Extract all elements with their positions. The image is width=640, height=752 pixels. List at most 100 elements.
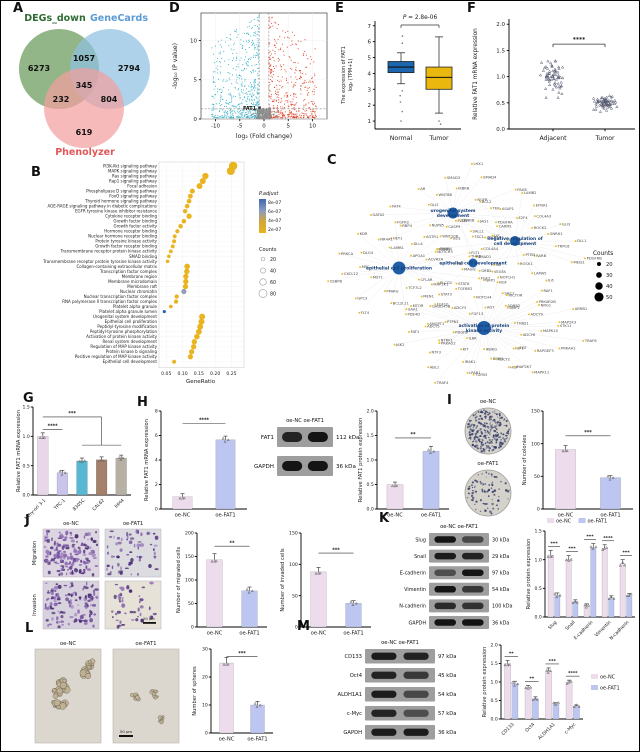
svg-text:NOTCH4: NOTCH4 bbox=[476, 295, 492, 299]
svg-text:0: 0 bbox=[155, 507, 158, 513]
svg-text:THBS1: THBS1 bbox=[516, 321, 529, 325]
svg-text:40: 40 bbox=[606, 284, 613, 290]
svg-text:IKBKG: IKBKG bbox=[486, 347, 497, 351]
svg-text:Slug: Slug bbox=[415, 537, 426, 543]
svg-text:6273: 6273 bbox=[28, 64, 50, 73]
svg-text:EGF: EGF bbox=[519, 346, 526, 350]
svg-text:50: 50 bbox=[534, 474, 540, 480]
svg-text:1.5: 1.5 bbox=[366, 433, 373, 439]
svg-text:kinase activity: kinase activity bbox=[466, 328, 502, 334]
svg-text:80: 80 bbox=[270, 291, 276, 297]
svg-text:ROCK2: ROCK2 bbox=[534, 226, 547, 230]
svg-text:2: 2 bbox=[368, 103, 372, 109]
svg-text:PPARG: PPARG bbox=[386, 289, 398, 293]
svg-text:oe-NC: oe-NC bbox=[207, 631, 223, 637]
svg-text:PLCG1: PLCG1 bbox=[440, 281, 452, 285]
svg-text:PAX8: PAX8 bbox=[517, 188, 527, 192]
svg-text:97 kDa: 97 kDa bbox=[438, 654, 456, 660]
svg-text:1.0: 1.0 bbox=[534, 557, 541, 563]
svg-text:100: 100 bbox=[289, 562, 298, 568]
svg-text:***: *** bbox=[550, 541, 558, 547]
svg-text:-5: -5 bbox=[237, 124, 243, 130]
gene-network: NUP85 IKBKB ZBTB16 FAT4 PAX8 CASP9 WNT8B PDGFRA… bbox=[327, 162, 613, 385]
svg-text:PTEN: PTEN bbox=[525, 253, 535, 257]
svg-text:GLI3: GLI3 bbox=[562, 222, 571, 226]
svg-text:GLI2: GLI2 bbox=[430, 203, 438, 207]
panel-i-letter: I bbox=[447, 393, 452, 408]
svg-text:1.0: 1.0 bbox=[366, 458, 373, 464]
svg-text:DLL4: DLL4 bbox=[413, 242, 423, 246]
svg-text:Transmembrane receptor protein: Transmembrane receptor protein tyrosine … bbox=[42, 259, 157, 264]
svg-text:epithelial cell development: epithelial cell development bbox=[439, 261, 506, 267]
svg-text:log₂ (TPM+1): log₂ (TPM+1) bbox=[348, 59, 354, 92]
svg-text:Urogenital system development: Urogenital system development bbox=[93, 314, 158, 319]
svg-text:DLL1: DLL1 bbox=[577, 239, 586, 243]
svg-text:1.0: 1.0 bbox=[496, 75, 505, 81]
svg-text:4e-07: 4e-07 bbox=[268, 218, 281, 224]
svg-text:ALDH1A1: ALDH1A1 bbox=[338, 692, 362, 698]
svg-text:BMP2: BMP2 bbox=[509, 306, 519, 310]
svg-text:29 kDa: 29 kDa bbox=[492, 554, 509, 560]
svg-text:Activation of protein kinase a: Activation of protein kinase activity bbox=[86, 334, 158, 339]
panel-g-letter: G bbox=[23, 391, 34, 406]
sphere-bar-chart: 0 10 20 30 Number of spheres *** oe-NC oe-FAT1 bbox=[192, 647, 273, 743]
svg-text:FGFR1: FGFR1 bbox=[439, 247, 451, 251]
svg-text:FAT4: FAT4 bbox=[392, 205, 401, 209]
svg-text:1.0: 1.0 bbox=[490, 680, 497, 686]
svg-text:50 μm: 50 μm bbox=[143, 617, 155, 621]
svg-text:1.5: 1.5 bbox=[490, 661, 497, 667]
svg-text:GeneCards: GeneCards bbox=[90, 13, 148, 24]
svg-text:PGF: PGF bbox=[457, 262, 464, 266]
emt-western-blot: oe-NC oe-FAT1 Slug 30 kDa Snail 29 kDa E-cadh… bbox=[399, 524, 512, 629]
svg-text:FLT4: FLT4 bbox=[361, 311, 370, 315]
svg-text:2.0: 2.0 bbox=[490, 643, 497, 649]
transwell-images: oe-NC oe-FAT1 Migration Invasion 50 μm bbox=[32, 521, 162, 630]
svg-text:Tumor: Tumor bbox=[594, 135, 615, 142]
svg-text:IL6R: IL6R bbox=[469, 336, 477, 340]
svg-text:8e-07: 8e-07 bbox=[268, 200, 281, 206]
svg-text:36 kDa: 36 kDa bbox=[438, 730, 456, 736]
svg-text:NR4A1: NR4A1 bbox=[380, 238, 393, 242]
svg-text:PTPN1: PTPN1 bbox=[447, 320, 459, 324]
svg-text:Oct4: Oct4 bbox=[350, 673, 363, 679]
svg-text:BMP4: BMP4 bbox=[493, 357, 504, 361]
svg-text:development: development bbox=[437, 213, 469, 219]
svg-text:8: 8 bbox=[155, 409, 158, 415]
svg-text:***: *** bbox=[332, 547, 340, 553]
svg-text:804: 804 bbox=[101, 95, 118, 104]
svg-text:0.5: 0.5 bbox=[22, 463, 29, 469]
svg-text:150: 150 bbox=[185, 554, 194, 560]
svg-text:6: 6 bbox=[155, 433, 158, 439]
svg-text:SMAD4: SMAD4 bbox=[483, 175, 497, 179]
svg-text:KIT: KIT bbox=[463, 347, 470, 351]
svg-text:oe-NC: oe-NC bbox=[219, 737, 235, 743]
svg-text:STAT3: STAT3 bbox=[441, 293, 453, 297]
svg-text:MST1: MST1 bbox=[373, 276, 383, 280]
svg-text:Platelet alpha granule lumen: Platelet alpha granule lumen bbox=[99, 309, 157, 314]
svg-text:NGFR: NGFR bbox=[477, 198, 488, 202]
svg-text:36 kDa: 36 kDa bbox=[492, 620, 509, 626]
svg-text:0.0: 0.0 bbox=[366, 507, 373, 513]
svg-text:1.5: 1.5 bbox=[22, 405, 29, 411]
h-western-blot: oe-NC oe-FAT1 FAT1 112 kDa GAPDH 36 kDa bbox=[254, 418, 359, 476]
panel-m-letter: M bbox=[297, 619, 310, 634]
svg-text:Nuclear hormone receptor bindi: Nuclear hormone receptor binding bbox=[88, 234, 157, 239]
svg-text:Regulation of MAP kinase activ: Regulation of MAP kinase activity bbox=[90, 344, 157, 349]
svg-text:1: 1 bbox=[368, 119, 372, 125]
svg-text:NTF3: NTF3 bbox=[431, 351, 441, 355]
svg-text:FoxO signaling pathway: FoxO signaling pathway bbox=[109, 194, 157, 199]
svg-text:MEIS1: MEIS1 bbox=[573, 260, 584, 264]
svg-text:36 kDa: 36 kDa bbox=[336, 464, 356, 470]
panel-h-letter: H bbox=[137, 395, 148, 410]
svg-text:ANGPT1: ANGPT1 bbox=[429, 322, 444, 326]
svg-text:CD133: CD133 bbox=[500, 722, 515, 737]
svg-text:Relative FAT1 protein expressi: Relative FAT1 protein expression bbox=[358, 418, 364, 502]
panel-j-letter: J bbox=[25, 513, 30, 528]
svg-text:urogenital system: urogenital system bbox=[431, 208, 476, 214]
svg-text:GAPDH: GAPDH bbox=[343, 730, 362, 736]
svg-text:epithelial cell proliferation: epithelial cell proliferation bbox=[366, 266, 432, 272]
svg-text:345: 345 bbox=[76, 81, 93, 90]
svg-text:Peptidyl-tyrosine phosphorylat: Peptidyl-tyrosine phosphorylation bbox=[90, 329, 158, 334]
